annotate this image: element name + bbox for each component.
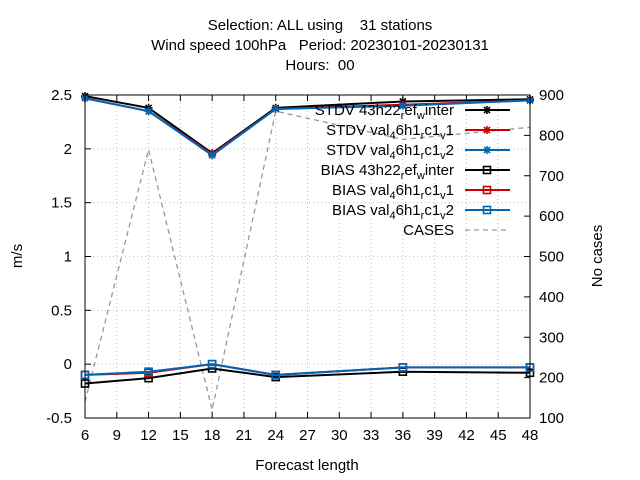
x-tick-label: 30 <box>331 427 348 444</box>
y2-tick-label: 500 <box>539 249 564 266</box>
square-marker <box>398 363 408 372</box>
series-line <box>84 110 531 411</box>
square-marker <box>207 359 217 369</box>
series-line <box>84 363 530 376</box>
square-marker <box>144 367 153 377</box>
x-tick-label: 15 <box>172 427 189 444</box>
chart-title-line-3: Hours: 00 <box>285 57 355 74</box>
chart-title-line-1: Selection: ALL using 31 stations <box>207 17 433 34</box>
series-line <box>84 97 531 157</box>
y-tick-label: 0.5 <box>51 302 72 319</box>
series-line <box>84 367 531 385</box>
square-marker <box>482 165 492 175</box>
x-tick-label: 42 <box>458 427 475 444</box>
star-marker <box>398 101 407 110</box>
y-tick-label: -0.5 <box>46 410 72 427</box>
legend-label: BIAS val46h1rc1v1 <box>332 182 454 202</box>
y-tick-label: 1 <box>64 249 72 266</box>
x-tick-label: 18 <box>204 427 221 444</box>
y2-tick-label: 400 <box>539 289 564 306</box>
x-axis-label: Forecast length <box>255 457 358 474</box>
x-tick-label: 27 <box>299 427 316 444</box>
x-tick-label: 45 <box>490 427 507 444</box>
legend-label: STDV val46h1rc1v1 <box>326 122 454 142</box>
x-tick-label: 9 <box>113 427 121 444</box>
square-marker <box>482 185 492 195</box>
x-tick-label: 39 <box>426 427 443 444</box>
y-tick-label: 2 <box>64 141 72 158</box>
legend-label: CASES <box>403 222 454 239</box>
legend-label: BIAS val46h1rc1v2 <box>332 202 454 222</box>
series-line <box>84 95 531 155</box>
x-tick-label: 48 <box>522 427 539 444</box>
star-marker <box>483 146 491 154</box>
x-tick-label: 33 <box>363 427 380 444</box>
x-tick-label: 12 <box>140 427 157 444</box>
square-marker <box>482 205 492 215</box>
chart-title-line-2: Wind speed 100hPa Period: 20230101-20230… <box>151 37 489 54</box>
y2-tick-label: 200 <box>539 370 564 387</box>
x-tick-label: 36 <box>395 427 412 444</box>
square-marker <box>271 370 281 380</box>
y2-tick-label: 300 <box>539 329 564 346</box>
series-layer <box>80 92 535 411</box>
y2-axis-label: No cases <box>589 225 606 288</box>
legend-label: BIAS 43h22refwinter <box>321 162 454 182</box>
y-tick-label: 2.5 <box>51 87 72 104</box>
star-marker <box>271 104 280 113</box>
y2-tick-label: 900 <box>539 87 564 104</box>
y-tick-label: 1.5 <box>51 195 72 212</box>
y2-tick-label: 100 <box>539 410 564 427</box>
star-marker <box>208 151 217 160</box>
y2-tick-label: 700 <box>539 168 564 185</box>
plot-frame <box>84 94 531 419</box>
y-tick-label: 0 <box>64 356 72 373</box>
series-cases <box>84 110 531 411</box>
star-marker <box>144 107 153 116</box>
x-tick-label: 6 <box>81 427 89 444</box>
y2-tick-label: 800 <box>539 127 564 144</box>
legend-label: STDV 43h22refwinter <box>315 102 454 122</box>
x-tick-label: 21 <box>236 427 253 444</box>
star-marker <box>483 126 491 134</box>
x-tick-label: 24 <box>267 427 284 444</box>
legend-label: STDV val46h1rc1v2 <box>326 142 454 162</box>
tick-labels: 6 9 12 15 18 21 24 27 30 33 36 39 42 45 48 -0.5 0 0.5 1 1.5… <box>46 87 564 444</box>
y-axis-label: m/s <box>9 244 26 268</box>
y2-tick-label: 600 <box>539 208 564 225</box>
star-marker <box>483 106 491 114</box>
